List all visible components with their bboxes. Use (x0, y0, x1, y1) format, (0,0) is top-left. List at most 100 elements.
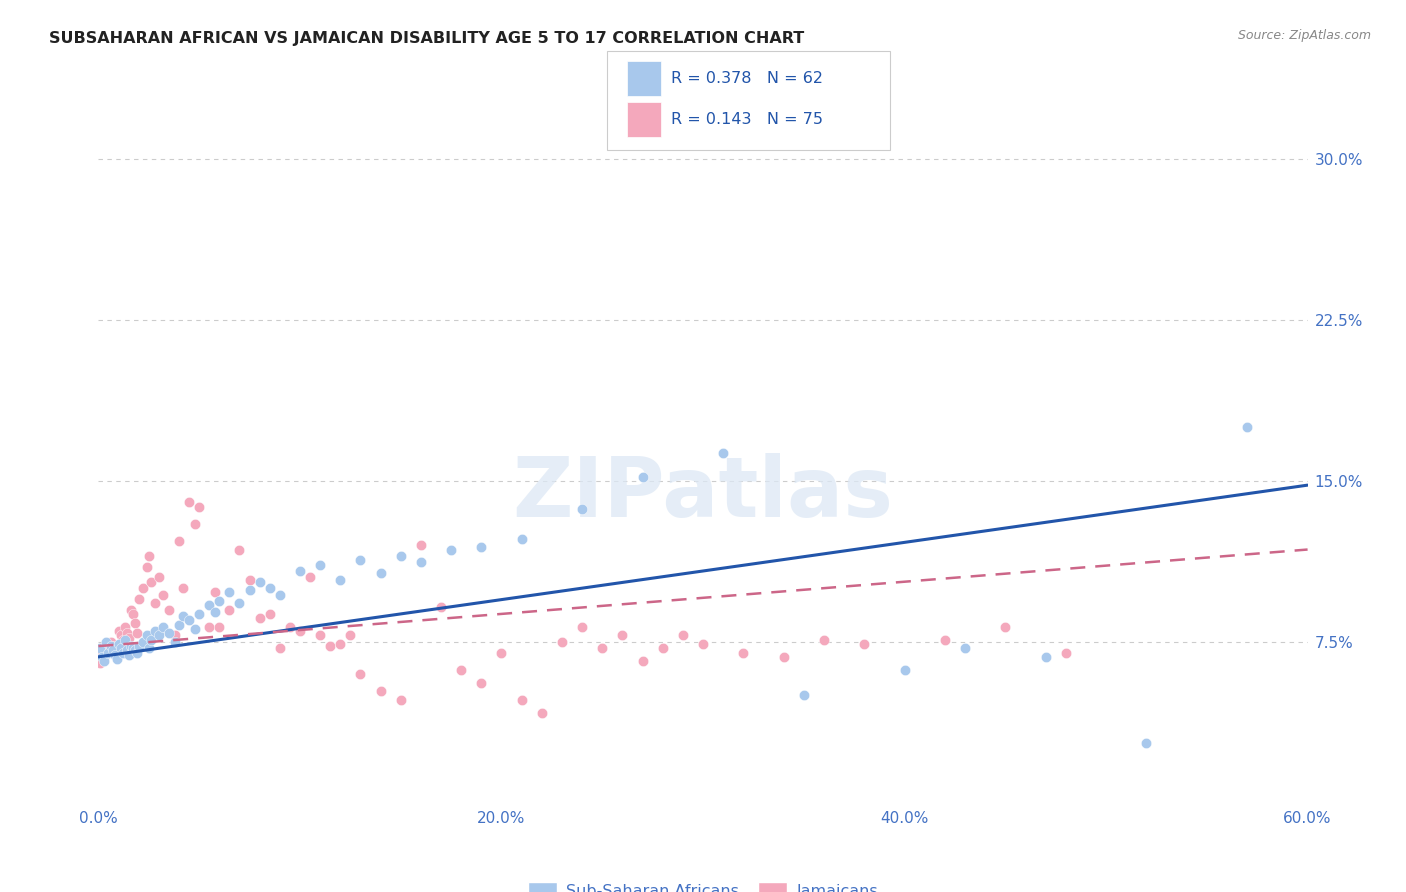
Point (179, 613, 201, 627)
Point (143, 624, 166, 639)
Point (115, 626, 138, 640)
Text: SUBSAHARAN AFRICAN VS JAMAICAN DISABILITY AGE 5 TO 17 CORRELATION CHART: SUBSAHARAN AFRICAN VS JAMAICAN DISABILIT… (49, 31, 804, 46)
Point (135, 628, 157, 642)
Point (259, 607, 281, 621)
Point (249, 611, 271, 625)
Point (188, 607, 211, 621)
Point (138, 641, 160, 656)
Point (111, 632, 134, 647)
Point (188, 500, 211, 514)
Point (1035, 649, 1057, 664)
Point (249, 574, 271, 589)
Point (204, 585, 226, 599)
Point (530, 706, 553, 720)
Point (491, 646, 513, 660)
Point (100, 635, 122, 649)
Point (329, 573, 352, 587)
Point (89, 657, 111, 671)
Point (329, 637, 352, 651)
Point (208, 594, 231, 608)
Point (125, 626, 148, 640)
Point (143, 596, 166, 610)
Point (167, 617, 190, 632)
Point (571, 501, 593, 516)
Point (349, 667, 371, 681)
Point (389, 692, 412, 706)
Point (91, 646, 114, 660)
Point (132, 581, 155, 595)
Point (309, 558, 332, 572)
Point (110, 628, 132, 642)
Point (107, 624, 129, 639)
Point (228, 596, 250, 610)
Point (152, 620, 174, 634)
Point (105, 652, 128, 666)
Text: ZIPatlas: ZIPatlas (513, 453, 893, 534)
Point (893, 663, 915, 677)
Text: Source: ZipAtlas.com: Source: ZipAtlas.com (1237, 29, 1371, 42)
Point (218, 585, 240, 599)
Point (163, 628, 186, 642)
Point (259, 581, 281, 595)
Point (934, 632, 956, 647)
Point (105, 648, 128, 662)
Point (409, 555, 432, 570)
Point (218, 602, 240, 616)
Point (139, 574, 162, 589)
Point (591, 641, 613, 656)
Point (91, 649, 114, 664)
Point (510, 692, 533, 706)
Point (692, 637, 714, 651)
Point (120, 639, 142, 653)
Point (121, 607, 143, 621)
Point (163, 635, 186, 649)
Point (198, 599, 221, 613)
Point (96, 635, 118, 649)
Point (994, 620, 1017, 634)
Point (100, 639, 122, 653)
Point (349, 553, 371, 567)
Point (1054, 646, 1077, 660)
Point (114, 632, 136, 647)
Point (370, 566, 392, 581)
Point (118, 648, 141, 662)
Point (278, 620, 301, 634)
Point (111, 646, 134, 660)
Point (651, 641, 673, 656)
Point (288, 624, 311, 639)
Point (711, 446, 734, 460)
Point (672, 628, 695, 642)
Point (148, 570, 170, 584)
Point (152, 588, 174, 602)
Point (470, 541, 492, 555)
Point (139, 632, 162, 647)
Point (184, 622, 207, 636)
Point (101, 639, 124, 653)
Point (172, 609, 194, 624)
Point (124, 643, 146, 657)
Point (269, 641, 291, 656)
Point (172, 581, 194, 595)
Point (135, 559, 157, 574)
Text: R = 0.378   N = 62: R = 0.378 N = 62 (671, 71, 823, 86)
Point (96, 641, 118, 656)
Point (128, 591, 150, 606)
Point (110, 641, 132, 656)
Point (97, 646, 120, 660)
Point (179, 495, 201, 509)
Point (121, 641, 143, 656)
Point (138, 549, 160, 563)
Point (440, 542, 463, 557)
Point (118, 631, 141, 645)
Point (239, 583, 262, 598)
Point (631, 469, 654, 483)
Point (132, 635, 155, 649)
Point (89, 641, 111, 656)
Point (733, 646, 755, 660)
Point (813, 632, 835, 647)
Point (571, 620, 593, 634)
Point (93, 654, 115, 668)
Point (299, 570, 322, 584)
Point (167, 533, 190, 548)
Point (128, 639, 150, 653)
